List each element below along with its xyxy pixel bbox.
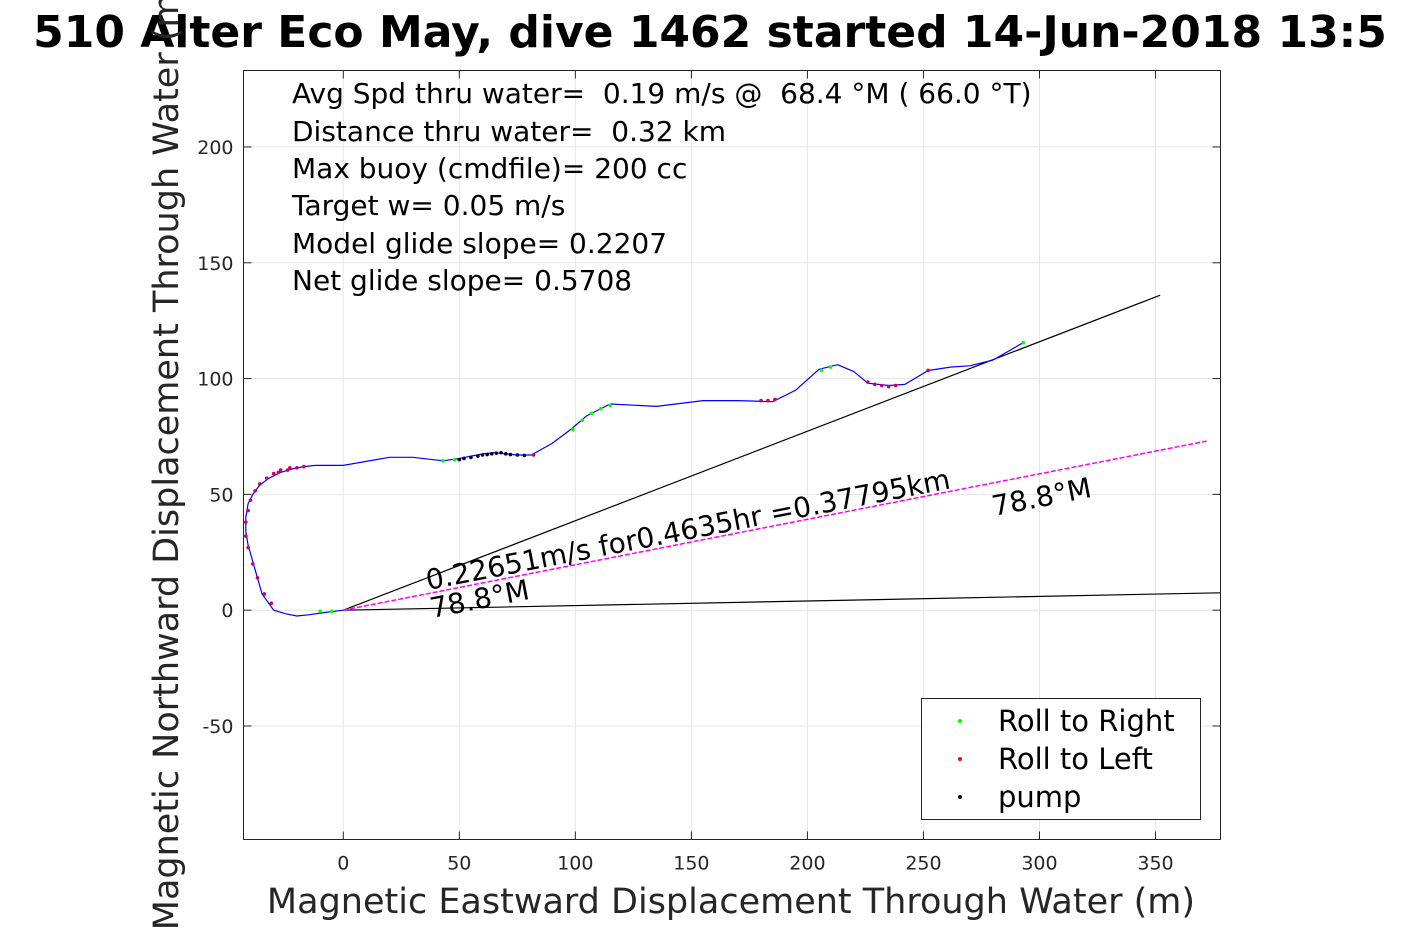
- roll-left-point: [886, 384, 891, 389]
- roll-left-point: [872, 382, 877, 387]
- y-tick-label: 150: [197, 253, 233, 275]
- reference-line: [343, 294, 1161, 611]
- x-tick-label: 350: [1137, 853, 1173, 875]
- roll-left-point: [246, 545, 250, 550]
- roll-left-point: [926, 368, 930, 373]
- roll-left-point: [244, 520, 248, 524]
- pump-point: [503, 452, 508, 456]
- stat-target-w: Target w= 0.05 m/s: [291, 189, 565, 222]
- roll-left-point: [302, 464, 306, 469]
- pump-point: [499, 450, 503, 455]
- roll-left-point: [246, 508, 250, 513]
- legend-marker-pump: [958, 795, 962, 799]
- stat-avg-speed: Avg Spd thru water= 0.19 m/s @ 68.4 °M (…: [292, 77, 1032, 110]
- roll-right-point: [608, 403, 612, 408]
- markers-layer: [244, 340, 1026, 614]
- roll-right-point: [318, 609, 322, 614]
- legend-box: [921, 698, 1201, 820]
- roll-right-point: [329, 609, 334, 614]
- pump-point: [462, 456, 466, 461]
- roll-right-point: [580, 418, 585, 423]
- roll-right-point: [441, 458, 445, 463]
- roll-left-point: [257, 482, 262, 486]
- x-axis-label: Magnetic Eastward Displacement Through W…: [267, 882, 1195, 922]
- roll-left-point: [271, 471, 276, 476]
- roll-left-point: [766, 398, 770, 403]
- roll-left-point: [879, 383, 884, 388]
- plot-area-frame: [243, 70, 1221, 840]
- roll-left-point: [285, 468, 290, 472]
- grid-layer: [243, 70, 1221, 840]
- x-tick-label: 200: [789, 853, 825, 875]
- y-tick-label: 100: [197, 369, 233, 391]
- legend-marker-roll-right: [958, 719, 962, 723]
- roll-left-point: [262, 592, 267, 596]
- stat-max-buoy: Max buoy (cmdfile)= 200 cc: [292, 152, 687, 185]
- x-tick-label: 300: [1021, 853, 1057, 875]
- roll-left-point: [288, 465, 292, 470]
- roll-right-point: [571, 427, 575, 432]
- roll-left-point: [244, 534, 248, 538]
- roll-right-point: [828, 365, 833, 369]
- pump-point: [485, 452, 489, 457]
- stat-model-glide-slope: Model glide slope= 0.2207: [292, 227, 667, 260]
- roll-left-point: [531, 453, 536, 457]
- pump-point: [457, 457, 462, 462]
- x-tick-label: 0: [337, 853, 349, 875]
- y-tick-label: 0: [221, 600, 233, 622]
- roll-left-point: [773, 397, 777, 402]
- x-tick-label: 100: [557, 853, 593, 875]
- pump-point: [469, 455, 473, 460]
- chart-title: 510 Alter Eco May, dive 1462 started 14-…: [33, 7, 1387, 58]
- y-tick-label: 50: [209, 484, 233, 506]
- roll-left-point: [276, 470, 281, 475]
- x-tick-label: 250: [905, 853, 941, 875]
- legend-label-roll-left: Roll to Left: [998, 742, 1153, 776]
- pump-point: [508, 452, 513, 457]
- roll-left-point: [269, 601, 274, 606]
- y-axis-label: Magnetic Northward Displacement Through …: [147, 0, 187, 930]
- pump-point: [515, 453, 520, 457]
- roll-left-point: [893, 383, 898, 388]
- ticks-layer: 0 50 100 150 200 250 300 350 -50 0 50 100 150 200: [197, 70, 1221, 875]
- y-tick-label: -50: [202, 716, 233, 738]
- x-tick-label: 50: [447, 853, 471, 875]
- stat-distance: Distance thru water= 0.32 km: [292, 115, 726, 148]
- pump-point: [480, 453, 485, 457]
- roll-right-point: [452, 457, 457, 462]
- roll-left-point: [865, 380, 870, 384]
- stat-net-glide-slope: Net glide slope= 0.5708: [292, 264, 632, 297]
- x-tick-label: 150: [673, 853, 709, 875]
- roll-left-point: [253, 489, 257, 493]
- legend-marker-roll-left: [958, 757, 962, 761]
- y-tick-label: 200: [197, 137, 233, 159]
- legend-label-pump: pump: [998, 780, 1081, 814]
- pump-point: [494, 451, 499, 455]
- roll-left-point: [255, 575, 260, 580]
- roll-left-point: [248, 498, 253, 502]
- roll-right-point: [1021, 340, 1026, 345]
- roll-left-point: [264, 476, 269, 480]
- roll-right-point: [819, 368, 824, 373]
- pump-point: [522, 453, 527, 458]
- roll-left-point: [759, 398, 763, 403]
- roll-left-point: [278, 468, 283, 472]
- legend-label-roll-right: Roll to Right: [998, 704, 1175, 738]
- roll-left-point: [295, 465, 299, 470]
- roll-left-point: [250, 562, 255, 566]
- roll-right-point: [589, 411, 594, 416]
- reference-line: [343, 592, 1221, 611]
- legend: Roll to Right Roll to Left pump: [921, 698, 1201, 820]
- pump-point: [490, 452, 494, 456]
- roll-right-point: [599, 406, 603, 411]
- stats-block: Avg Spd thru water= 0.19 m/s @ 68.4 °M (…: [291, 77, 1032, 297]
- pump-point: [476, 454, 480, 458]
